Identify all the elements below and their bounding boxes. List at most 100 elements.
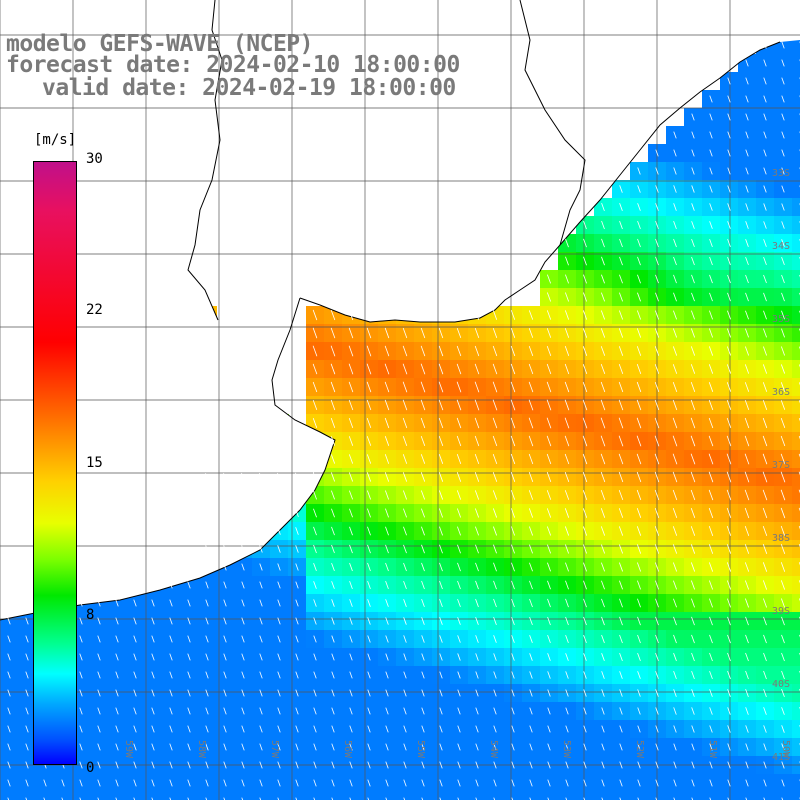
wind-arrow [205,653,209,661]
wind-arrow [79,617,83,625]
wind-arrow [421,779,425,787]
wind-arrow [133,761,137,769]
wind-arrow [384,399,390,411]
wind-arrow [510,472,516,482]
wind-arrow [385,653,389,661]
wind-arrow [115,689,119,697]
wind-arrow [582,328,588,338]
wind-arrow [313,617,317,625]
wind-arrow [654,435,660,447]
wind-arrow [744,507,750,519]
wind-arrow [672,453,678,465]
wind-arrow [529,761,533,769]
wind-arrow [312,454,318,464]
wind-arrow [601,797,604,800]
wind-arrow [438,399,444,411]
wind-arrow [420,381,426,393]
wind-arrow [349,707,353,715]
wind-arrow [727,256,731,266]
wind-arrow [781,779,785,787]
wind-arrow [673,652,677,662]
wind-arrow [187,599,191,607]
wind-arrow [708,562,714,572]
field-cell [360,792,379,800]
wind-arrow [259,671,263,679]
wind-arrow [295,779,299,787]
wind-arrow [385,526,389,536]
wind-arrow [745,77,749,85]
wind-arrow [456,435,462,447]
wind-arrow [259,779,263,787]
wind-arrow [511,689,515,697]
wind-arrow [331,743,335,751]
wind-arrow [367,562,371,572]
wind-arrow [528,381,534,393]
wind-arrow [547,274,551,284]
wind-arrow [618,417,624,429]
wind-arrow [510,363,516,375]
wind-arrow [474,310,480,320]
wind-arrow [151,635,155,643]
wind-arrow [600,544,606,554]
wind-arrow [583,779,587,787]
wind-arrow [295,454,299,464]
wind-arrow [259,563,263,571]
wind-arrow [619,725,623,733]
wind-arrow [582,417,588,429]
wind-arrow [636,310,642,320]
wind-arrow [403,779,407,787]
wind-arrow [205,454,209,464]
wind-arrow [511,598,515,608]
wind-arrow [151,797,154,800]
wind-arrow [727,113,731,121]
wind-arrow [439,743,443,751]
wind-arrow [654,364,660,374]
wind-arrow [7,635,11,643]
wind-arrow [673,598,677,608]
wind-arrow [133,689,137,697]
wind-arrow [241,400,245,410]
wind-arrow [456,417,462,429]
wind-arrow [330,418,336,428]
wind-arrow [690,489,696,501]
wind-arrow [259,509,263,517]
wind-arrow [528,526,534,536]
wind-arrow [223,725,227,733]
wind-arrow [762,400,768,410]
wind-arrow [241,725,245,733]
wind-arrow [673,292,677,302]
wind-arrow [456,345,462,357]
wind-arrow [277,779,281,787]
wind-arrow [384,363,390,375]
wind-arrow [636,526,642,536]
field-cell [270,792,289,800]
wind-arrow [349,490,353,500]
wind-arrow [421,544,425,554]
wind-arrow [241,599,245,607]
wind-arrow [780,598,786,608]
wind-arrow [600,526,606,536]
wind-arrow [511,653,515,661]
colorbar-tick-0: 0 [86,760,95,776]
wind-arrow [762,562,768,572]
wind-arrow [619,653,623,661]
wind-arrow [115,779,119,787]
wind-arrow [456,508,462,518]
wind-arrow [169,653,173,661]
wind-arrow [655,634,659,644]
wind-arrow [654,526,660,536]
wind-arrow [583,238,587,248]
wind-arrow [690,399,696,411]
wind-arrow [762,580,768,590]
wind-arrow [402,381,408,393]
wind-arrow [727,634,731,644]
wind-arrow [672,328,678,338]
wind-arrow [367,617,371,625]
wind-arrow [205,725,209,733]
wind-arrow [636,489,642,501]
wind-arrow [636,562,642,572]
wind-arrow [169,671,173,679]
wind-arrow [601,598,605,608]
wind-arrow [133,617,137,625]
wind-arrow [457,653,461,661]
